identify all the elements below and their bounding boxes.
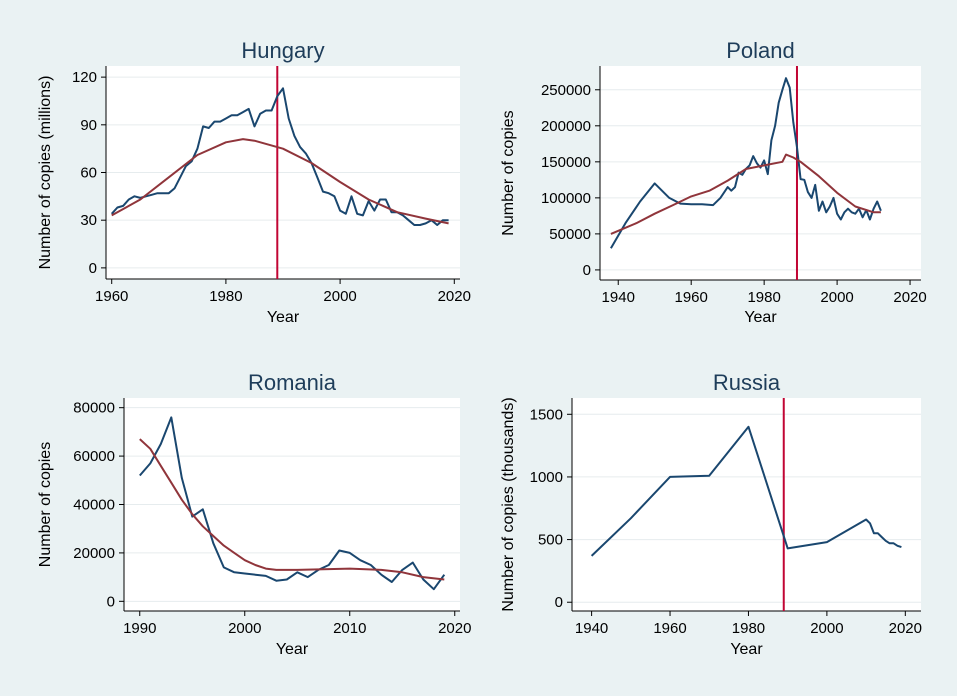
panel-poland: 0 50000 100000 150000 200000 250000 1940 1960 19… [500,38,927,326]
y-tick-label: 150000 [541,154,591,171]
y-tick-label: 0 [555,594,563,611]
x-tick-label: 1960 [95,288,128,305]
y-tick-label: 0 [583,262,591,279]
panel-title: Russia [713,370,781,395]
x-tick-label: 1960 [653,620,686,637]
x-axis-label: Year [744,309,777,326]
fit-line [111,138,449,225]
panel-romania: 0 20000 40000 60000 80000 1990 2000 2010 2020 Rom… [37,370,471,658]
x-tick-label: 2020 [438,288,471,305]
plot-area [600,66,921,280]
fit-line [139,438,445,581]
y-tick-label: 40000 [73,497,115,514]
y-tick-label: 1000 [530,469,563,486]
y-tick-label: 500 [538,532,563,549]
x-tick-label: 1980 [732,620,765,637]
x-tick-label: 2020 [893,289,926,306]
x-tick-label: 1990 [123,620,156,637]
x-tick-label: 2020 [889,620,922,637]
y-axis-label: Number of copies (thousands) [500,397,517,611]
y-tick-label: 90 [80,117,97,134]
y-axis-label: Number of copies (millions) [37,76,54,270]
y-axis-label: Number of copies [37,442,54,567]
panel-russia: 0 500 1000 1500 1940 1960 1980 2000 2020 Russia Ye… [500,370,922,658]
y-tick-label: 100000 [541,190,591,207]
x-tick-label: 2020 [438,620,471,637]
data-line [590,425,902,557]
y-tick-label: 120 [72,69,97,86]
y-tick-label: 0 [107,593,115,610]
y-tick-label: 200000 [541,118,591,135]
data-line [110,87,449,226]
y-tick-label: 60 [80,165,97,182]
x-axis-label: Year [276,641,309,658]
y-tick-label: 30 [80,212,97,229]
x-tick-label: 1940 [575,620,608,637]
panel-title: Poland [726,38,795,63]
x-tick-label: 2000 [820,289,853,306]
fit-line [610,153,881,235]
panel-title: Hungary [241,38,324,63]
x-tick-label: 2000 [323,288,356,305]
x-tick-label: 2010 [333,620,366,637]
y-tick-label: 250000 [541,82,591,99]
y-axis-label: Number of copies [500,110,517,235]
x-tick-label: 1940 [602,289,635,306]
x-axis-label: Year [730,641,763,658]
x-axis-label: Year [267,309,300,326]
y-tick-label: 60000 [73,448,115,465]
panel-title: Romania [248,370,337,395]
x-tick-label: 1980 [209,288,242,305]
y-tick-label: 0 [89,260,97,277]
y-tick-label: 80000 [73,400,115,417]
x-tick-label: 2000 [228,620,261,637]
data-line [610,77,882,249]
y-tick-label: 1500 [530,406,563,423]
x-tick-label: 1980 [747,289,780,306]
x-tick-label: 1960 [675,289,708,306]
x-tick-label: 2000 [810,620,843,637]
plot-area [572,398,921,611]
y-tick-label: 20000 [73,545,115,562]
panel-hungary: 0 30 60 90 120 1960 1980 2000 2020 Hungary Year Num… [37,38,471,326]
y-tick-label: 50000 [549,226,591,243]
